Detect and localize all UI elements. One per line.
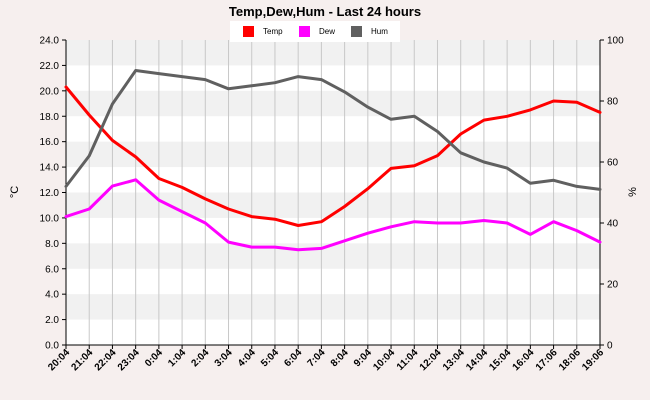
legend-swatch-hum [351, 26, 362, 37]
y-right-tick-label: 80 [607, 97, 619, 108]
y-right-ticks: 0 20 40 60 80 100 [600, 36, 624, 352]
y-left-tick-label: 2.0 [45, 315, 59, 326]
x-tick-label: 0:04 [143, 347, 165, 369]
x-tick-label: 4:04 [236, 347, 258, 369]
y-right-tick-label: 100 [607, 36, 624, 47]
y-left-tick-label: 14.0 [40, 163, 60, 174]
legend: Temp Dew Hum [230, 21, 400, 42]
x-tick-label: 15:04 [487, 347, 513, 373]
chart-title: Temp,Dew,Hum - Last 24 hours [229, 4, 421, 19]
series-line-hum [64, 69, 602, 191]
x-tick-label: 12:04 [418, 347, 444, 373]
y-left-axis-label: °C [9, 186, 21, 198]
x-tick-label: 1:04 [166, 347, 188, 369]
y-left-tick-label: 24.0 [40, 36, 60, 47]
legend-swatch-dew [299, 26, 310, 37]
y-left-tick-label: 6.0 [45, 264, 59, 275]
x-tick-label: 7:04 [306, 347, 328, 369]
x-tick-label: 17:06 [534, 347, 560, 373]
series-line-temp [64, 85, 602, 227]
x-tick-label: 5:04 [259, 347, 281, 369]
x-tick-label: 16:04 [511, 347, 537, 373]
x-tick-label: 10:04 [371, 347, 397, 373]
y-right-tick-label: 20 [607, 280, 619, 291]
legend-label-dew: Dew [319, 27, 335, 36]
x-tick-label: 18:06 [557, 347, 583, 373]
y-left-tick-label: 8.0 [45, 239, 59, 250]
grid-band [66, 294, 600, 320]
x-tick-label: 6:04 [282, 347, 304, 369]
x-tick-label: 2:04 [189, 347, 211, 369]
y-right-tick-label: 40 [607, 219, 619, 230]
grid-band [66, 243, 600, 269]
y-left-tick-label: 22.0 [40, 61, 60, 72]
x-tick-label: 19:06 [580, 347, 606, 373]
legend-label-hum: Hum [371, 27, 388, 36]
x-tick-label: 22:04 [93, 347, 119, 373]
y-left-tick-label: 12.0 [40, 188, 60, 199]
y-right-axis-label: % [627, 187, 639, 197]
grid-band [66, 141, 600, 168]
y-left-tick-label: 4.0 [45, 290, 59, 301]
x-tick-label: 3:04 [213, 347, 235, 369]
y-left-tick-label: 18.0 [40, 112, 60, 123]
x-tick-label: 11:04 [395, 347, 421, 373]
y-left-ticks: 0.0 2.0 4.0 6.0 8.0 10.0 12.0 14.0 16.0 18.0 20.0 2… [40, 36, 66, 352]
x-tick-label: 14:04 [464, 347, 490, 373]
y-right-tick-label: 0 [607, 341, 613, 352]
x-tick-label: 13:04 [441, 347, 467, 373]
x-tick-label: 8:04 [329, 347, 351, 369]
y-left-tick-label: 20.0 [40, 86, 60, 97]
series-line-dew [64, 178, 602, 252]
legend-swatch-temp [243, 26, 254, 37]
y-right-tick-label: 60 [607, 158, 619, 169]
y-left-tick-label: 10.0 [40, 213, 60, 224]
series-lines [64, 69, 602, 252]
legend-label-temp: Temp [263, 27, 283, 36]
x-tick-label: 23:04 [116, 347, 142, 373]
grid-band [66, 90, 600, 117]
y-left-tick-label: 16.0 [40, 137, 60, 148]
y-left-tick-label: 0.0 [45, 341, 59, 352]
grid-band [66, 40, 600, 66]
x-tick-label: 21:04 [69, 347, 95, 373]
grid-bands [66, 40, 600, 320]
